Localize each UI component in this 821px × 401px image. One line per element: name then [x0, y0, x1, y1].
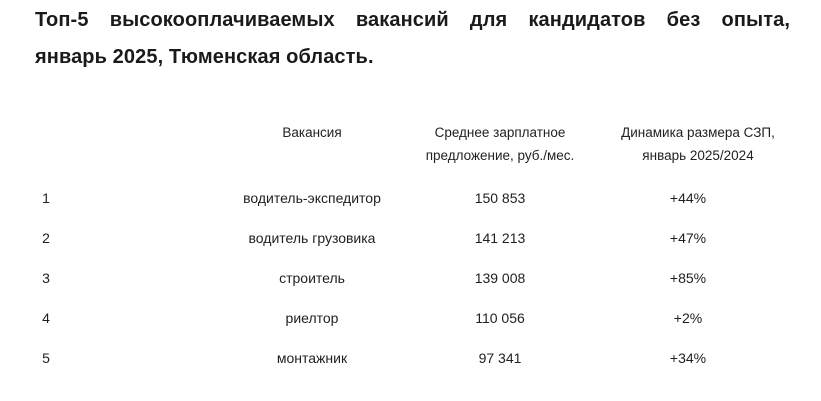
row-salary: 139 008 — [474, 270, 526, 286]
column-header-dynamics: Динамика размера СЗП, январь 2025/2024 — [588, 121, 808, 167]
table-row: 4 риелтор 110 056 +2% — [0, 306, 821, 346]
row-rank: 5 — [42, 350, 50, 366]
row-rank: 3 — [42, 270, 50, 286]
page-title: Топ-5 высокооплачиваемых вакансий для ка… — [35, 8, 790, 69]
row-dynamics: +47% — [669, 230, 707, 246]
page-title-line2: январь 2025, Тюменская область. — [35, 46, 374, 68]
row-rank: 4 — [42, 310, 50, 326]
column-header-salary-line1: Среднее зарплатное — [434, 125, 566, 140]
row-salary: 110 056 — [475, 310, 525, 326]
page-title-line1: Топ-5 высокооплачиваемых вакансий для ка… — [35, 9, 790, 31]
table-row: 2 водитель грузовика 141 213 +47% — [0, 226, 821, 266]
row-vacancy: водитель грузовика — [248, 230, 376, 246]
row-salary: 141 213 — [474, 230, 526, 246]
row-salary: 150 853 — [474, 190, 526, 206]
row-vacancy: водитель-экспедитор — [243, 190, 381, 206]
column-header-vacancy: Вакансия — [282, 125, 342, 140]
row-vacancy: строитель — [279, 270, 345, 286]
column-header-salary-line2: предложение, руб./мес. — [425, 148, 575, 163]
row-dynamics: +85% — [669, 270, 707, 286]
row-dynamics: +2% — [673, 310, 703, 326]
row-dynamics: +44% — [669, 190, 707, 206]
table-row: 5 монтажник 97 341 +34% — [0, 346, 821, 386]
row-rank: 1 — [42, 190, 50, 206]
row-dynamics: +34% — [669, 350, 707, 366]
row-vacancy: монтажник — [276, 350, 348, 366]
column-header-salary: Среднее зарплатное предложение, руб./мес… — [400, 121, 600, 167]
table-row: 1 водитель-экспедитор 150 853 +44% — [0, 186, 821, 226]
column-header-dynamics-line1: Динамика размера СЗП, — [621, 125, 775, 140]
row-salary: 97 341 — [478, 350, 522, 366]
row-vacancy: риелтор — [285, 310, 339, 326]
table-row: 3 строитель 139 008 +85% — [0, 266, 821, 306]
row-rank: 2 — [42, 230, 50, 246]
column-header-dynamics-line2: январь 2025/2024 — [642, 148, 754, 163]
